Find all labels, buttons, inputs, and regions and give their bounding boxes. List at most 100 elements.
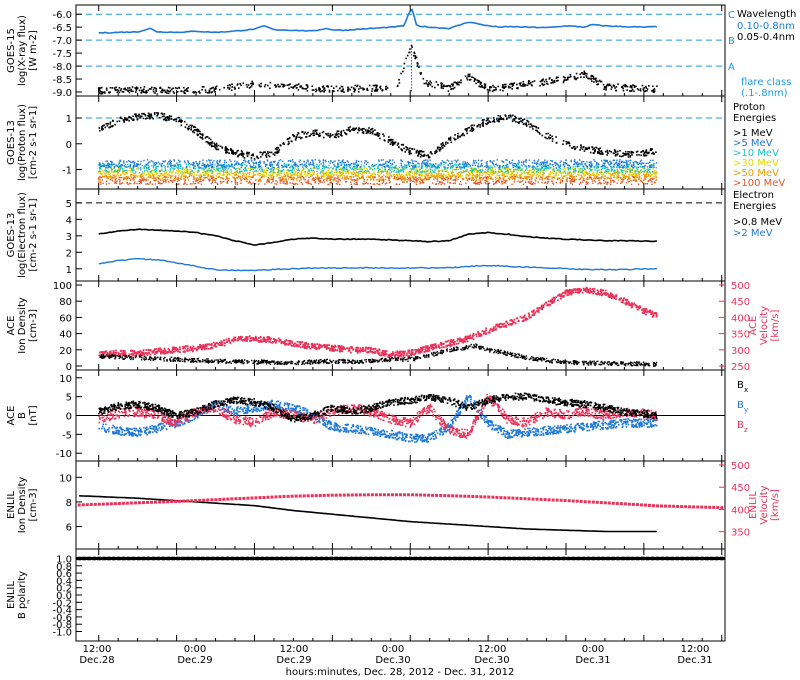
series-proton-10MeV-point: [344, 168, 346, 170]
series-proton-50MeV-point: [613, 171, 615, 174]
series-short-wavelength-point: [297, 89, 300, 91]
series-proton-30MeV-point: [492, 171, 494, 173]
series-proton-5MeV-point: [133, 162, 136, 164]
series-short-wavelength-point: [251, 85, 253, 87]
series-proton-100MeV-point: [208, 180, 211, 182]
series-proton-5MeV-point: [411, 159, 413, 161]
series-proton-10MeV-point: [255, 170, 257, 172]
series-proton-50MeV-point: [644, 175, 646, 177]
series-proton-5MeV-point: [420, 167, 423, 169]
series-short-wavelength-point: [167, 90, 169, 92]
series-short-wavelength-point: [509, 83, 511, 86]
series-short-wavelength-point: [376, 89, 379, 92]
series-proton-100MeV-point: [133, 176, 136, 178]
series-proton-10MeV-point: [277, 168, 279, 171]
series-short-wavelength-point: [451, 84, 454, 87]
series-proton-100MeV-point: [300, 182, 303, 184]
series-proton-10MeV-point: [262, 170, 264, 172]
series-proton-100MeV-point: [561, 180, 563, 182]
series-proton-100MeV-point: [210, 182, 212, 185]
series-proton-100MeV-point: [625, 182, 628, 184]
series-proton-5MeV-point: [496, 164, 498, 167]
series-proton-5MeV-point: [164, 160, 167, 162]
series-proton-5MeV-point: [168, 163, 171, 165]
series-proton-10MeV-point: [617, 171, 619, 173]
series-proton-50MeV-point: [414, 171, 416, 173]
series-proton-100MeV-point: [492, 180, 494, 183]
series-short-wavelength-point: [386, 87, 389, 89]
series-short-wavelength-point: [315, 88, 317, 91]
series-proton-10MeV-point: [646, 170, 649, 172]
series-proton-10MeV-point: [368, 170, 370, 173]
series-proton-10MeV-point: [605, 170, 607, 172]
series-short-wavelength-point: [116, 88, 119, 91]
series-short-wavelength-point: [98, 92, 101, 94]
series-short-wavelength-point: [422, 77, 425, 80]
series-proton-50MeV-point: [219, 177, 221, 179]
series-proton-50MeV-point: [378, 176, 380, 178]
series-proton-30MeV-point: [638, 175, 640, 177]
series-short-wavelength-point: [209, 87, 212, 90]
flare-class-label: A: [728, 62, 735, 73]
series-short-wavelength-point: [600, 80, 603, 83]
series-proton-50MeV-point: [389, 173, 391, 175]
series-proton-10MeV-point: [124, 169, 126, 172]
series-proton-50MeV-point: [333, 179, 335, 181]
series-proton-10MeV-point: [643, 167, 645, 170]
series-proton-50MeV-point: [279, 178, 281, 181]
series-short-wavelength-point: [653, 91, 655, 94]
series-proton-10MeV-point: [249, 170, 251, 172]
series-short-wavelength-point: [332, 90, 334, 92]
series-proton-5MeV-point: [441, 160, 443, 162]
series-proton-30MeV-point: [653, 170, 656, 173]
series-short-wavelength-point: [450, 88, 452, 90]
series-proton-100MeV-point: [598, 182, 601, 184]
series-proton-5MeV-point: [505, 159, 507, 161]
series-proton-30MeV-point: [606, 172, 608, 174]
series-proton-100MeV-point: [483, 177, 485, 179]
series-short-wavelength-point: [142, 91, 145, 93]
series-proton-100MeV-point: [414, 181, 416, 183]
series-proton-10MeV-point: [144, 164, 147, 166]
series-proton-100MeV-point: [581, 181, 584, 183]
series-proton-10MeV-point: [220, 163, 222, 166]
series-proton-30MeV-point: [526, 173, 529, 175]
series-proton-100MeV-point: [321, 181, 323, 183]
series-proton-100MeV-point: [282, 182, 284, 184]
series-proton-5MeV-point: [432, 164, 435, 166]
series-short-wavelength-point: [467, 73, 470, 76]
series-proton-10MeV-point: [397, 169, 400, 171]
series-short-wavelength-point: [502, 89, 504, 92]
series-proton-30MeV-point: [331, 173, 334, 175]
series-proton-50MeV-point: [560, 179, 562, 181]
series-proton-50MeV-point: [269, 171, 271, 174]
series-proton-10MeV-point: [281, 171, 283, 173]
series-proton-30MeV-point: [407, 172, 409, 174]
series-short-wavelength-point: [644, 90, 646, 93]
series-proton-100MeV-point: [333, 178, 335, 180]
series-proton-30MeV-point: [464, 169, 466, 171]
series-proton-5MeV-point: [169, 165, 172, 167]
series-proton-5MeV-point: [132, 161, 134, 163]
series-proton-30MeV-point: [268, 174, 271, 176]
series-proton-50MeV-point: [509, 176, 511, 179]
series-proton-5MeV-point: [363, 162, 366, 164]
series-proton-50MeV-point: [396, 174, 398, 176]
series-proton-10MeV-point: [244, 169, 246, 172]
series-proton-10MeV-point: [501, 170, 503, 172]
series-short-wavelength-point: [302, 87, 305, 90]
series-short-wavelength-point: [527, 81, 530, 84]
series-proton-10MeV-point: [309, 167, 312, 170]
series-short-wavelength-point: [208, 90, 211, 93]
series-proton-50MeV-point: [618, 176, 620, 178]
series-proton-10MeV-point: [110, 165, 112, 168]
series-proton-50MeV-point: [208, 175, 210, 177]
series-proton-30MeV-point: [490, 171, 492, 174]
series-proton-50MeV-point: [148, 176, 150, 178]
series-proton-30MeV-point: [316, 173, 318, 175]
series-proton-10MeV-point: [163, 164, 165, 166]
series-proton-10MeV-point: [641, 166, 643, 168]
series-proton-10MeV-point: [252, 168, 255, 171]
series-proton-30MeV-point: [388, 171, 391, 174]
series-proton-50MeV-point: [527, 172, 529, 174]
